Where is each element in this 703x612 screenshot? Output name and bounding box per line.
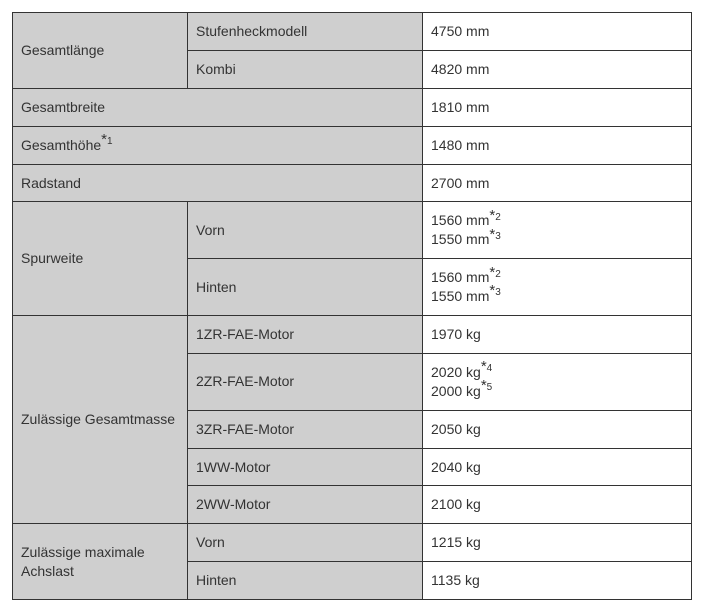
- footnote-marker: *1: [101, 136, 112, 147]
- row-sublabel: Vorn: [188, 202, 423, 259]
- row-value: 4820 mm: [423, 50, 692, 88]
- row-value: 2700 mm: [423, 164, 692, 202]
- row-label: Gesamthöhe*1: [13, 126, 423, 164]
- footnote-marker: *3: [489, 287, 500, 298]
- value-text: 1550 mm: [431, 231, 489, 247]
- label-text: Radstand: [21, 175, 81, 191]
- row-label: Spurweite: [13, 202, 188, 316]
- row-label: Zulässige maximale Achslast: [13, 524, 188, 600]
- value-text: 2020 kg: [431, 364, 481, 380]
- sublabel-text: 1WW-Motor: [196, 459, 270, 475]
- row-sublabel: Vorn: [188, 524, 423, 562]
- value-text: 2100 kg: [431, 496, 481, 512]
- label-text: Zulässige maximale Achslast: [21, 544, 145, 579]
- row-value: 4750 mm: [423, 13, 692, 51]
- value-text: 1560 mm: [431, 269, 489, 285]
- row-sublabel: 1ZR-FAE-Motor: [188, 316, 423, 354]
- value-text: 1810 mm: [431, 99, 489, 115]
- row-value: 1215 kg: [423, 524, 692, 562]
- table-row: Spurweite Vorn 1560 mm*2 1550 mm*3: [13, 202, 692, 259]
- row-sublabel: 2WW-Motor: [188, 486, 423, 524]
- table-row: Gesamthöhe*1 1480 mm: [13, 126, 692, 164]
- value-text: 2700 mm: [431, 175, 489, 191]
- value-text: 2040 kg: [431, 459, 481, 475]
- sublabel-text: 2WW-Motor: [196, 496, 270, 512]
- value-text: 2000 kg: [431, 383, 481, 399]
- footnote-marker: *2: [489, 212, 500, 223]
- footnote-marker: *5: [481, 382, 492, 393]
- row-value: 2100 kg: [423, 486, 692, 524]
- label-text: Spurweite: [21, 250, 83, 266]
- row-value: 1970 kg: [423, 316, 692, 354]
- sublabel-text: 2ZR-FAE-Motor: [196, 373, 294, 389]
- sublabel-text: Hinten: [196, 572, 236, 588]
- value-text: 2050 kg: [431, 421, 481, 437]
- value-text: 1135 kg: [431, 572, 480, 588]
- row-label: Gesamtbreite: [13, 88, 423, 126]
- value-text: 4820 mm: [431, 61, 489, 77]
- sublabel-text: Vorn: [196, 534, 225, 550]
- footnote-marker: *3: [489, 231, 500, 242]
- row-label: Gesamtlänge: [13, 13, 188, 89]
- row-sublabel: 3ZR-FAE-Motor: [188, 410, 423, 448]
- value-text: 4750 mm: [431, 23, 489, 39]
- row-value: 2040 kg: [423, 448, 692, 486]
- sublabel-text: 1ZR-FAE-Motor: [196, 326, 294, 342]
- label-text: Gesamthöhe: [21, 137, 101, 153]
- row-value: 1810 mm: [423, 88, 692, 126]
- label-text: Gesamtbreite: [21, 99, 105, 115]
- value-text: 1550 mm: [431, 288, 489, 304]
- row-sublabel: 1WW-Motor: [188, 448, 423, 486]
- sublabel-text: Vorn: [196, 222, 225, 238]
- row-value: 1560 mm*2 1550 mm*3: [423, 259, 692, 316]
- table-row: Radstand 2700 mm: [13, 164, 692, 202]
- sublabel-text: Stufenheckmodell: [196, 23, 307, 39]
- footnote-marker: *4: [481, 363, 492, 374]
- row-label: Zulässige Gesamtmasse: [13, 316, 188, 524]
- label-text: Zulässige Gesamtmasse: [21, 411, 175, 427]
- sublabel-text: Hinten: [196, 279, 236, 295]
- row-sublabel: 2ZR-FAE-Motor: [188, 353, 423, 410]
- value-text: 1215 kg: [431, 534, 481, 550]
- spec-table: Gesamtlänge Stufenheckmodell 4750 mm Kom…: [12, 12, 692, 600]
- footnote-marker: *2: [489, 269, 500, 280]
- row-value: 2020 kg*4 2000 kg*5: [423, 353, 692, 410]
- row-sublabel: Hinten: [188, 562, 423, 600]
- value-text: 1560 mm: [431, 212, 489, 228]
- row-value: 1135 kg: [423, 562, 692, 600]
- sublabel-text: 3ZR-FAE-Motor: [196, 421, 294, 437]
- table-row: Zulässige maximale Achslast Vorn 1215 kg: [13, 524, 692, 562]
- value-text: 1480 mm: [431, 137, 489, 153]
- row-sublabel: Hinten: [188, 259, 423, 316]
- value-text: 1970 kg: [431, 326, 481, 342]
- row-label: Radstand: [13, 164, 423, 202]
- sublabel-text: Kombi: [196, 61, 236, 77]
- table-row: Gesamtbreite 1810 mm: [13, 88, 692, 126]
- row-value: 1480 mm: [423, 126, 692, 164]
- label-text: Gesamtlänge: [21, 42, 104, 58]
- row-sublabel: Kombi: [188, 50, 423, 88]
- row-value: 2050 kg: [423, 410, 692, 448]
- table-row: Zulässige Gesamtmasse 1ZR-FAE-Motor 1970…: [13, 316, 692, 354]
- row-sublabel: Stufenheckmodell: [188, 13, 423, 51]
- row-value: 1560 mm*2 1550 mm*3: [423, 202, 692, 259]
- table-row: Gesamtlänge Stufenheckmodell 4750 mm: [13, 13, 692, 51]
